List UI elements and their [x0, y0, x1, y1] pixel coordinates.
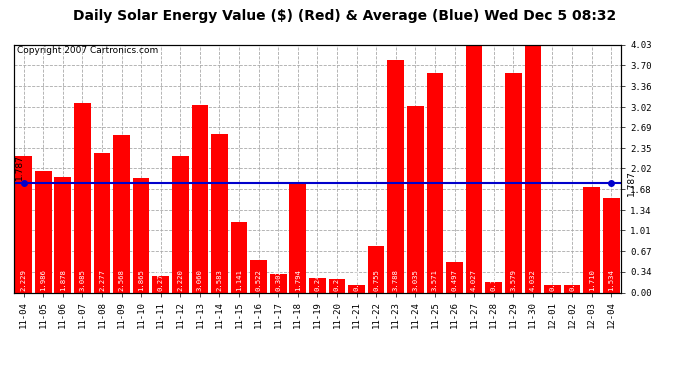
- Bar: [250, 261, 267, 292]
- Bar: [74, 103, 90, 292]
- Bar: [485, 282, 502, 292]
- Text: 3.579: 3.579: [511, 269, 516, 291]
- Text: 0.242: 0.242: [315, 269, 320, 291]
- Text: 1.710: 1.710: [589, 269, 595, 291]
- Text: 0.302: 0.302: [275, 269, 282, 291]
- Text: 0.755: 0.755: [373, 269, 380, 291]
- Text: 1.141: 1.141: [236, 269, 242, 291]
- Bar: [348, 285, 365, 292]
- Text: 2.568: 2.568: [119, 269, 124, 291]
- Bar: [505, 73, 522, 292]
- Bar: [426, 73, 443, 292]
- Text: Copyright 2007 Cartronics.com: Copyright 2007 Cartronics.com: [17, 46, 158, 55]
- Bar: [466, 45, 482, 292]
- Bar: [309, 278, 326, 292]
- Text: 2.229: 2.229: [21, 269, 27, 291]
- Text: 3.060: 3.060: [197, 269, 203, 291]
- Bar: [328, 279, 345, 292]
- Bar: [290, 182, 306, 292]
- Bar: [368, 246, 384, 292]
- Text: 3.571: 3.571: [432, 269, 438, 291]
- Bar: [132, 178, 150, 292]
- Text: 2.277: 2.277: [99, 269, 105, 291]
- Bar: [35, 171, 52, 292]
- Text: 0.497: 0.497: [451, 269, 457, 291]
- Text: 0.216: 0.216: [334, 269, 340, 291]
- Bar: [55, 177, 71, 292]
- Text: 1.787: 1.787: [14, 154, 23, 180]
- Text: 3.788: 3.788: [393, 269, 399, 291]
- Text: 1.794: 1.794: [295, 269, 301, 291]
- Text: 0.166: 0.166: [491, 269, 497, 291]
- Bar: [113, 135, 130, 292]
- Bar: [407, 106, 424, 292]
- Text: 0.125: 0.125: [549, 269, 555, 291]
- Text: 1.787: 1.787: [627, 170, 636, 196]
- Bar: [446, 262, 463, 292]
- Bar: [270, 274, 286, 292]
- Bar: [94, 153, 110, 292]
- Text: 2.583: 2.583: [217, 269, 222, 291]
- Text: 1.534: 1.534: [608, 269, 614, 291]
- Text: 4.032: 4.032: [530, 269, 536, 291]
- Text: 4.027: 4.027: [471, 269, 477, 291]
- Text: 0.119: 0.119: [569, 269, 575, 291]
- Text: 0.130: 0.130: [353, 269, 359, 291]
- Bar: [603, 198, 620, 292]
- Bar: [15, 156, 32, 292]
- Text: Daily Solar Energy Value ($) (Red) & Average (Blue) Wed Dec 5 08:32: Daily Solar Energy Value ($) (Red) & Ave…: [73, 9, 617, 23]
- Bar: [564, 285, 580, 292]
- Text: 0.522: 0.522: [255, 269, 262, 291]
- Text: 3.085: 3.085: [79, 269, 86, 291]
- Bar: [192, 105, 208, 292]
- Text: 0.272: 0.272: [158, 269, 164, 291]
- Bar: [211, 134, 228, 292]
- Bar: [172, 156, 188, 292]
- Text: 1.878: 1.878: [60, 269, 66, 291]
- Bar: [524, 45, 541, 292]
- Text: 1.986: 1.986: [40, 269, 46, 291]
- Text: 1.865: 1.865: [138, 269, 144, 291]
- Bar: [387, 60, 404, 292]
- Bar: [583, 188, 600, 292]
- Text: 3.035: 3.035: [413, 269, 418, 291]
- Bar: [152, 276, 169, 292]
- Text: 2.220: 2.220: [177, 269, 184, 291]
- Bar: [544, 285, 561, 292]
- Bar: [230, 222, 248, 292]
